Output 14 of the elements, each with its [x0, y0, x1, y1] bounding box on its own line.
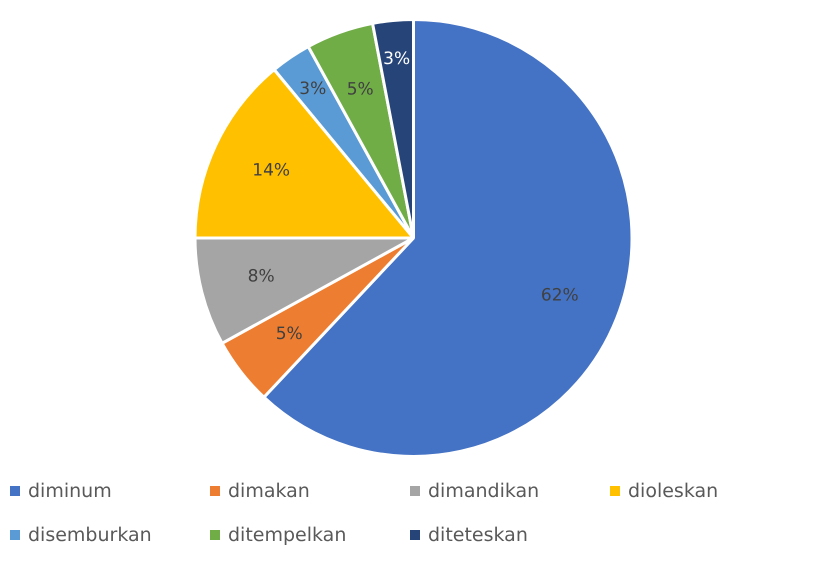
legend-label: disemburkan [28, 524, 152, 546]
data-label: 14% [252, 160, 290, 180]
legend-label: diteteskan [428, 524, 528, 546]
data-label: 5% [346, 79, 374, 100]
data-label: 3% [383, 49, 410, 70]
data-label: 62% [540, 285, 579, 306]
data-label: 3% [299, 79, 326, 100]
legend-label: dioleskan [628, 480, 718, 502]
data-label: 8% [248, 266, 275, 287]
data-label: 5% [276, 324, 303, 344]
legend-label: ditempelkan [228, 524, 346, 546]
legend-label: dimandikan [428, 480, 540, 502]
legend-label: diminum [28, 480, 112, 502]
legend-label: dimakan [228, 480, 310, 502]
